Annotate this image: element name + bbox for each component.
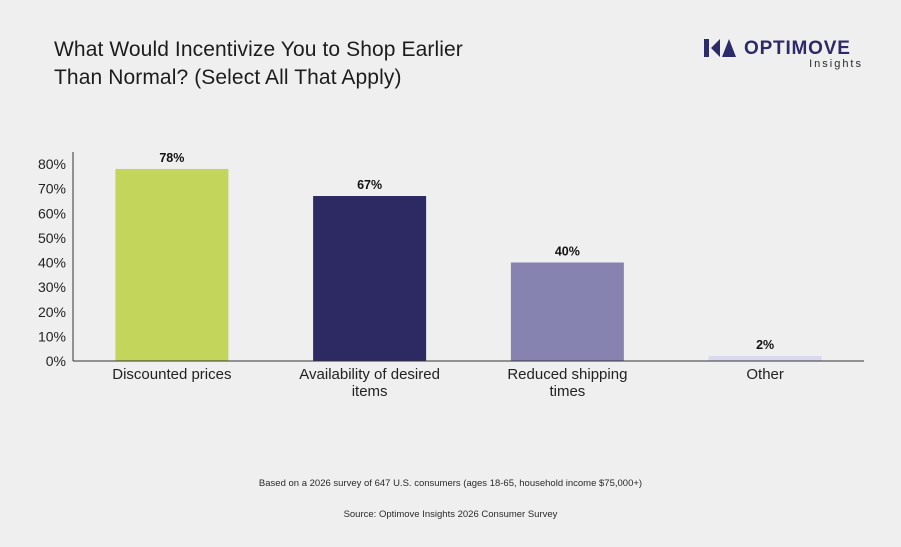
x-category-label: Discounted prices — [112, 366, 231, 383]
bar — [115, 168, 229, 361]
bar-data-label: 2% — [756, 338, 774, 352]
bar-data-label: 78% — [159, 151, 184, 165]
bar — [313, 196, 427, 361]
y-tick-label: 20% — [38, 304, 66, 320]
x-category-label: Other — [746, 366, 784, 383]
logo-wordmark: OPTIMOVE — [744, 38, 851, 59]
y-tick-label: 40% — [38, 255, 66, 271]
chart-title-line-2: Than Normal? (Select All That Apply) — [54, 66, 402, 89]
optimove-logo: OPTIMOVE Insights — [704, 38, 869, 72]
x-category-label: items — [352, 383, 388, 400]
survey-footnote: Based on a 2026 survey of 647 U.S. consu… — [258, 478, 643, 489]
y-tick-label: 10% — [38, 328, 66, 344]
source-note: Source: Optimove Insights 2026 Consumer … — [343, 509, 558, 520]
x-category-label: Availability of desired — [299, 366, 440, 383]
chart-title: What Would Incentivize You to Shop Earli… — [54, 36, 614, 92]
y-tick-label: 60% — [38, 205, 66, 221]
y-tick-label: 30% — [38, 279, 66, 295]
y-tick-label: 0% — [46, 353, 66, 369]
y-tick-label: 50% — [38, 230, 66, 246]
bar-data-label: 40% — [555, 245, 580, 259]
bar-data-label: 67% — [357, 178, 382, 192]
x-category-label: Reduced shipping — [507, 366, 627, 383]
y-tick-label: 80% — [38, 156, 66, 172]
chart-title-line-1: What Would Incentivize You to Shop Earli… — [54, 38, 463, 61]
bar — [510, 262, 624, 361]
x-category-label: times — [549, 383, 585, 400]
logo-subtitle: Insights — [809, 58, 863, 70]
optimove-logo-icon — [704, 39, 736, 57]
y-tick-label: 70% — [38, 181, 66, 197]
bar — [708, 356, 822, 361]
